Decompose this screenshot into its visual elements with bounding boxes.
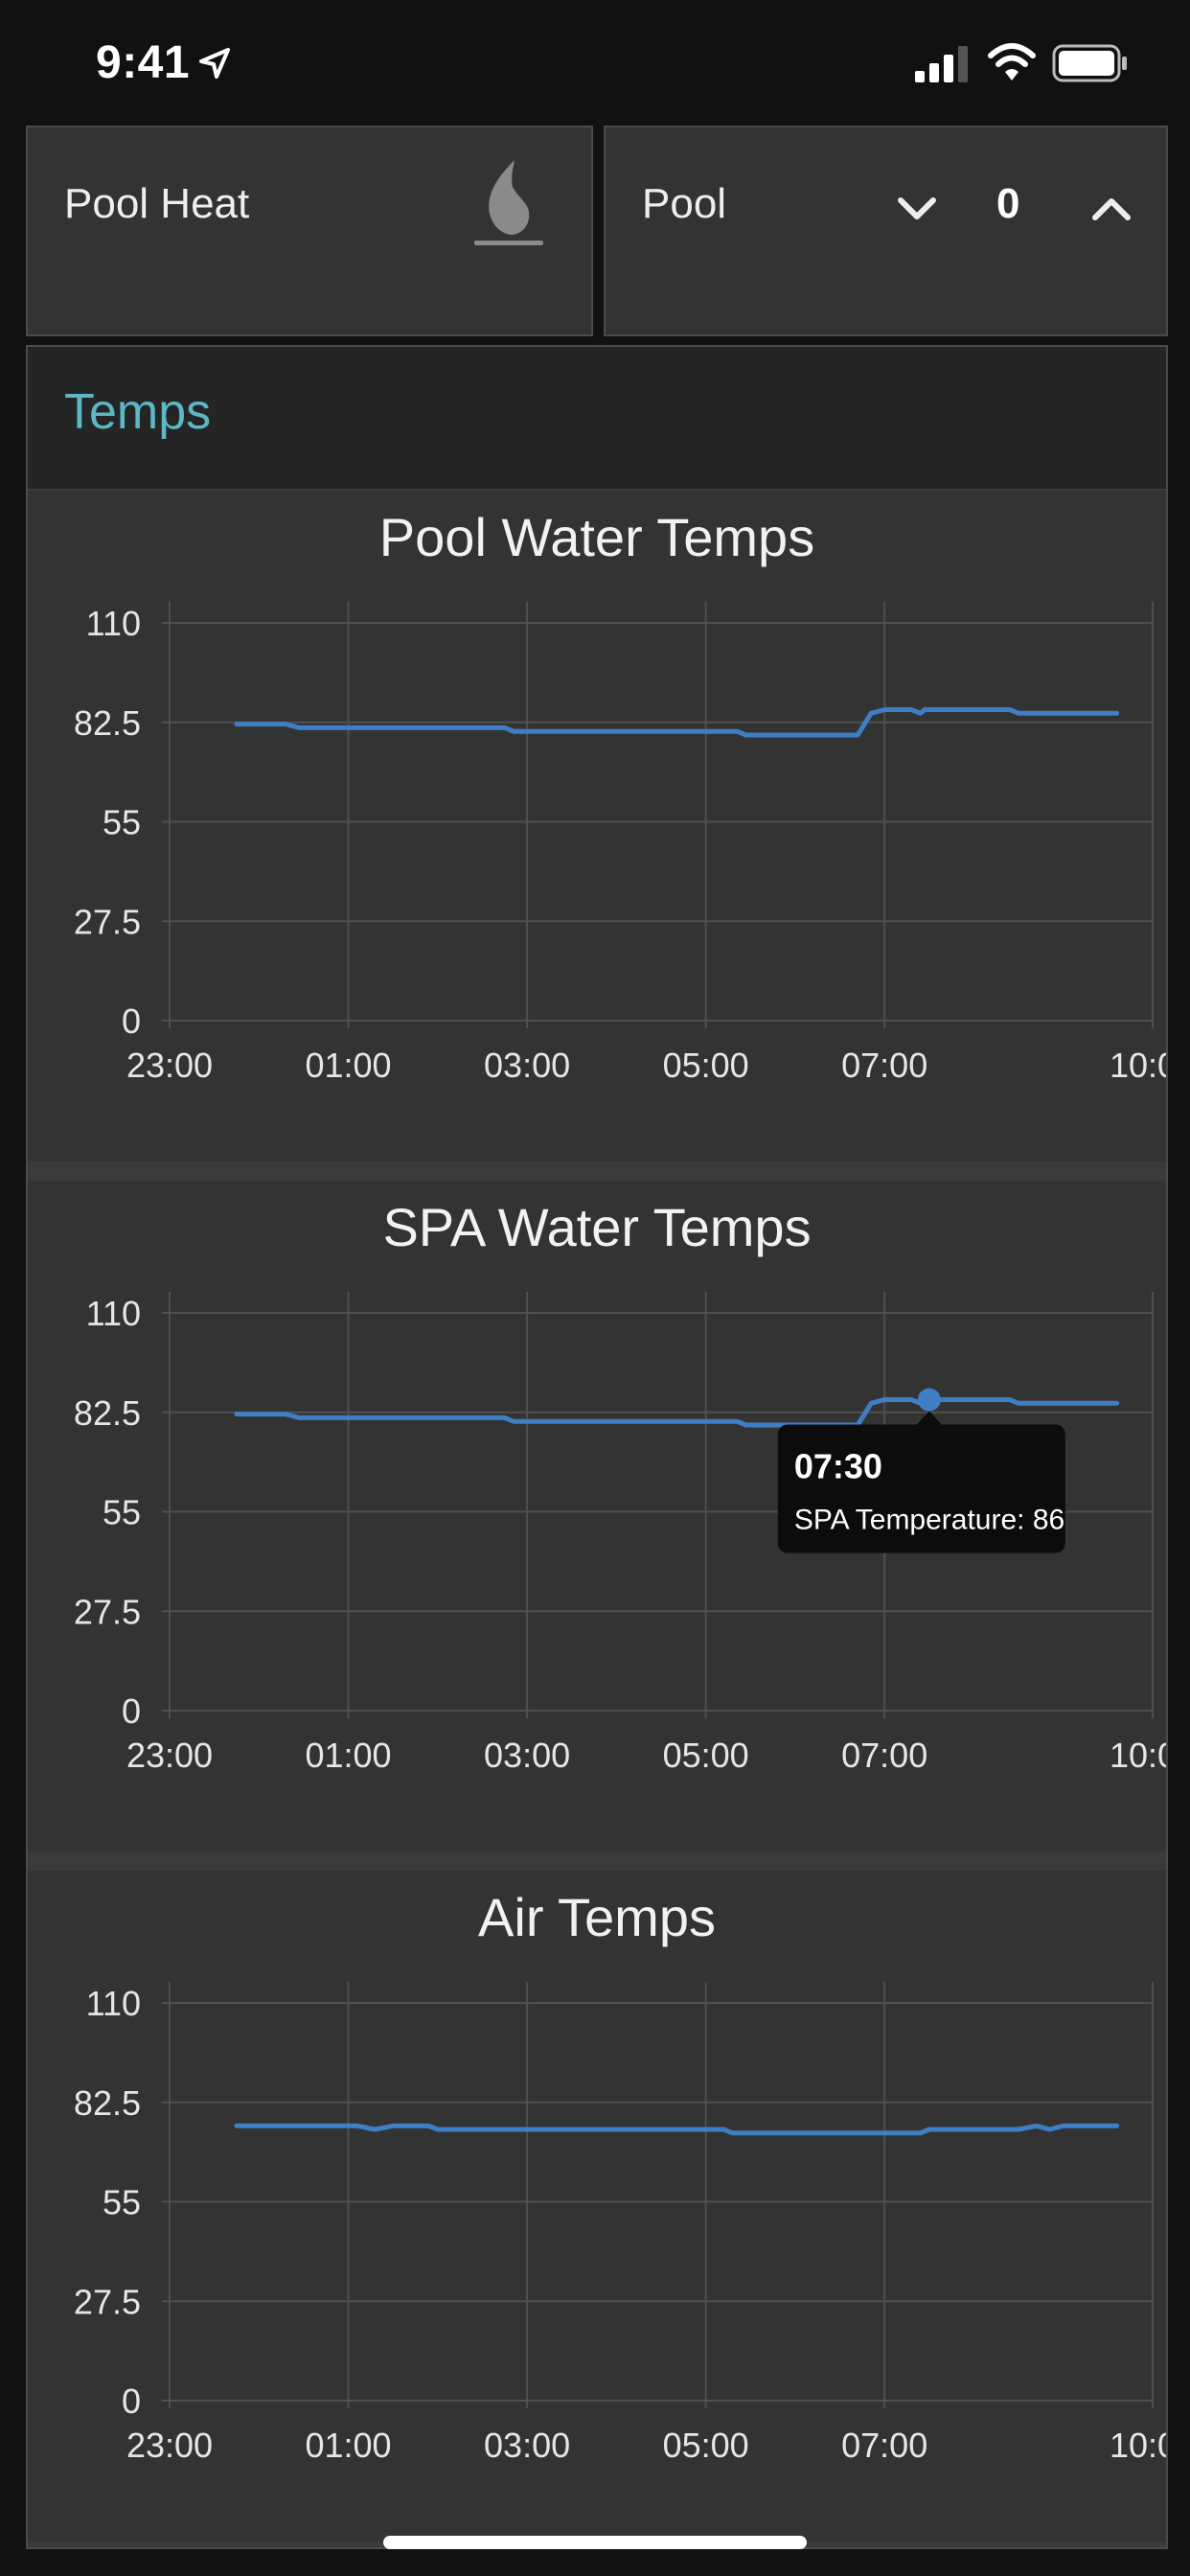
temps-title: Temps [64, 384, 212, 440]
pool-setpoint-label: Pool [642, 180, 727, 227]
y-tick-label-0: 0 [122, 1001, 141, 1041]
flame-icon[interactable] [470, 156, 547, 252]
spa-water-temps-chart: SPA Water Temps 23:00 01:00 03:00 05:00 07:00… [74, 1197, 1166, 1775]
x-tick-label-07-00: 07:00 [841, 1736, 927, 1775]
x-tick-label-23-00: 23:00 [126, 1046, 213, 1085]
x-tick-label-10-00: 10:00 [1110, 2426, 1166, 2465]
x-tick-label-07-00: 07:00 [841, 1046, 927, 1085]
air-temps-card: Air Temps 23:00 01:00 03:00 05:00 07:00 10:00 0… [28, 1871, 1166, 2542]
cellular-signal-icon [915, 46, 968, 82]
x-tick-label-10-00: 10:00 [1110, 1046, 1166, 1085]
y-tick-label-82-5: 82.5 [74, 2083, 141, 2123]
battery-icon [1052, 44, 1127, 82]
x-tick-label-03-00: 03:00 [484, 2426, 570, 2465]
series-line-air-temperature [234, 2123, 1120, 2136]
y-tick-label-27-5: 27.5 [74, 902, 141, 941]
x-tick-label-01-00: 01:00 [305, 1736, 391, 1775]
x-tick-label-05-00: 05:00 [663, 1736, 749, 1775]
spa-water-temps-card: SPA Water Temps 23:00 01:00 03:00 05:00 07:00… [28, 1181, 1166, 1852]
y-tick-label-55: 55 [103, 1493, 141, 1532]
y-tick-label-82-5: 82.5 [74, 1393, 141, 1433]
series-line-pool-temperature [234, 707, 1120, 738]
pool-water-temps-card: Pool Water Temps 23:00 01:00 03:00 05:00 07:0… [28, 491, 1166, 1162]
pool-setpoint-value: 0 [996, 180, 1020, 227]
air-temps-chart: Air Temps 23:00 01:00 03:00 05:00 07:00 10:00 0… [74, 1887, 1166, 2465]
chevron-up-icon[interactable] [1087, 185, 1135, 233]
status-time: 9:41 [96, 37, 191, 88]
home-indicator [383, 2536, 807, 2549]
tooltip-caret [915, 1411, 943, 1426]
x-tick-label-01-00: 01:00 [305, 2426, 391, 2465]
location-arrow-icon [199, 48, 230, 79]
chevron-down-icon[interactable] [893, 185, 941, 233]
pool-heat-card[interactable]: Pool Heat [26, 126, 593, 336]
wifi-icon [988, 43, 1036, 80]
x-tick-label-07-00: 07:00 [841, 2426, 927, 2465]
y-tick-label-110: 110 [86, 1294, 141, 1333]
y-tick-label-55: 55 [103, 803, 141, 842]
y-tick-label-55: 55 [103, 2183, 141, 2222]
tooltip-text: SPA Temperature: 86 [794, 1505, 1064, 1536]
y-tick-label-0: 0 [122, 1691, 141, 1731]
series-line-spa-temperature [234, 1397, 1120, 1428]
tooltip-title: 07:30 [794, 1447, 882, 1486]
y-tick-label-110: 110 [86, 604, 141, 643]
y-tick-label-0: 0 [122, 2381, 141, 2421]
chart-title: Pool Water Temps [379, 507, 814, 567]
status-bar: 9:41 [0, 0, 1190, 126]
pool-heat-label: Pool Heat [64, 180, 250, 227]
temps-header: Temps [28, 347, 1166, 489]
tooltip-box [777, 1424, 1065, 1553]
chart-title: Air Temps [478, 1887, 716, 1947]
x-tick-label-05-00: 05:00 [663, 1046, 749, 1085]
y-tick-label-82-5: 82.5 [74, 703, 141, 743]
x-tick-label-01-00: 01:00 [305, 1046, 391, 1085]
x-tick-label-05-00: 05:00 [663, 2426, 749, 2465]
x-tick-label-23-00: 23:00 [126, 2426, 213, 2465]
pool-water-temps-chart: Pool Water Temps 23:00 01:00 03:00 05:00 07:0… [74, 507, 1166, 1085]
pool-setpoint-card: Pool 0 [604, 126, 1168, 336]
y-tick-label-27-5: 27.5 [74, 1592, 141, 1631]
x-tick-label-03-00: 03:00 [484, 1046, 570, 1085]
tooltip-point [917, 1388, 941, 1412]
x-tick-label-23-00: 23:00 [126, 1736, 213, 1775]
x-tick-label-03-00: 03:00 [484, 1736, 570, 1775]
temps-panel: Temps Pool Water Temps 23:00 01:00 03:00 05:… [26, 345, 1168, 2549]
chart-title: SPA Water Temps [382, 1197, 811, 1257]
y-tick-label-110: 110 [86, 1984, 141, 2023]
y-tick-label-27-5: 27.5 [74, 2282, 141, 2321]
x-tick-label-10-00: 10:00 [1110, 1736, 1166, 1775]
